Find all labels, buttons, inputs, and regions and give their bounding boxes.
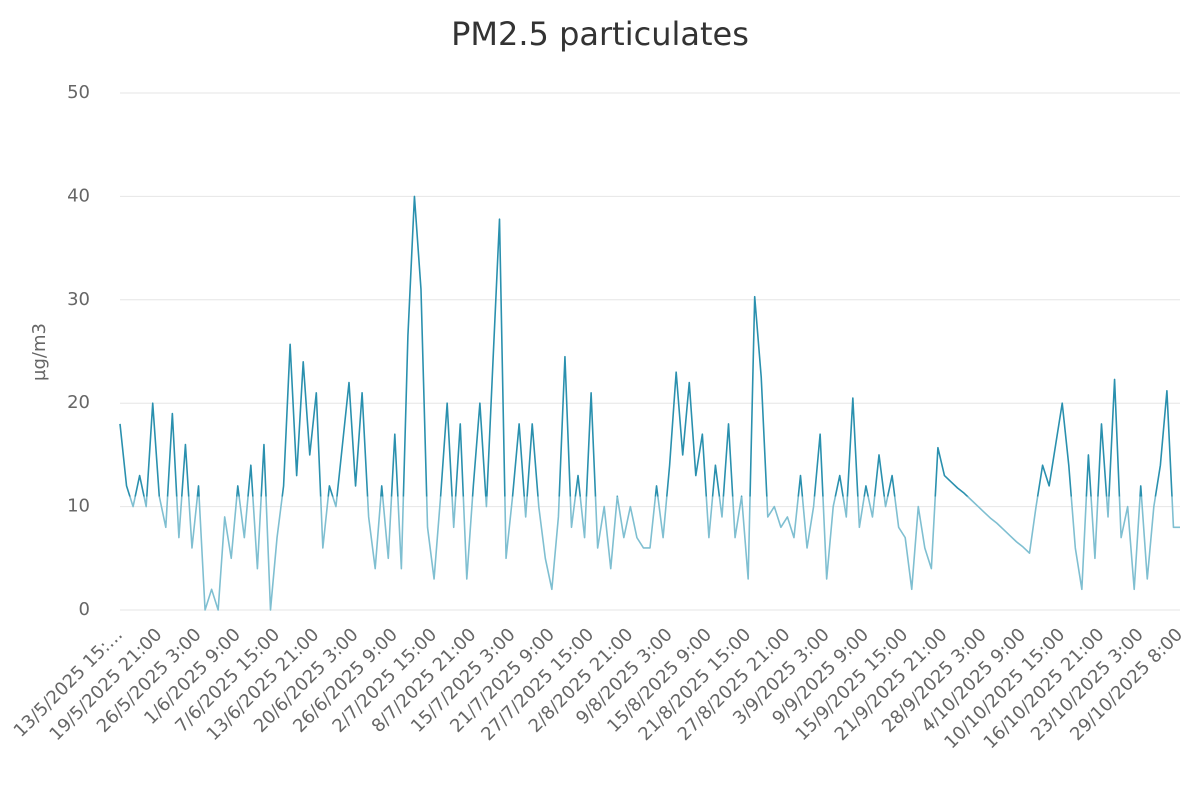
y-tick-label: 0 [79,599,90,620]
y-tick-label: 20 [67,392,90,413]
y-tick-label: 10 [67,496,90,517]
chart-title: PM2.5 particulates [451,15,749,53]
data-line [119,195,1180,611]
y-tick-label: 50 [67,82,90,103]
y-tick-label: 40 [67,185,90,206]
y-axis-label: µg/m3 [29,323,50,381]
y-tick-label: 30 [67,289,90,310]
